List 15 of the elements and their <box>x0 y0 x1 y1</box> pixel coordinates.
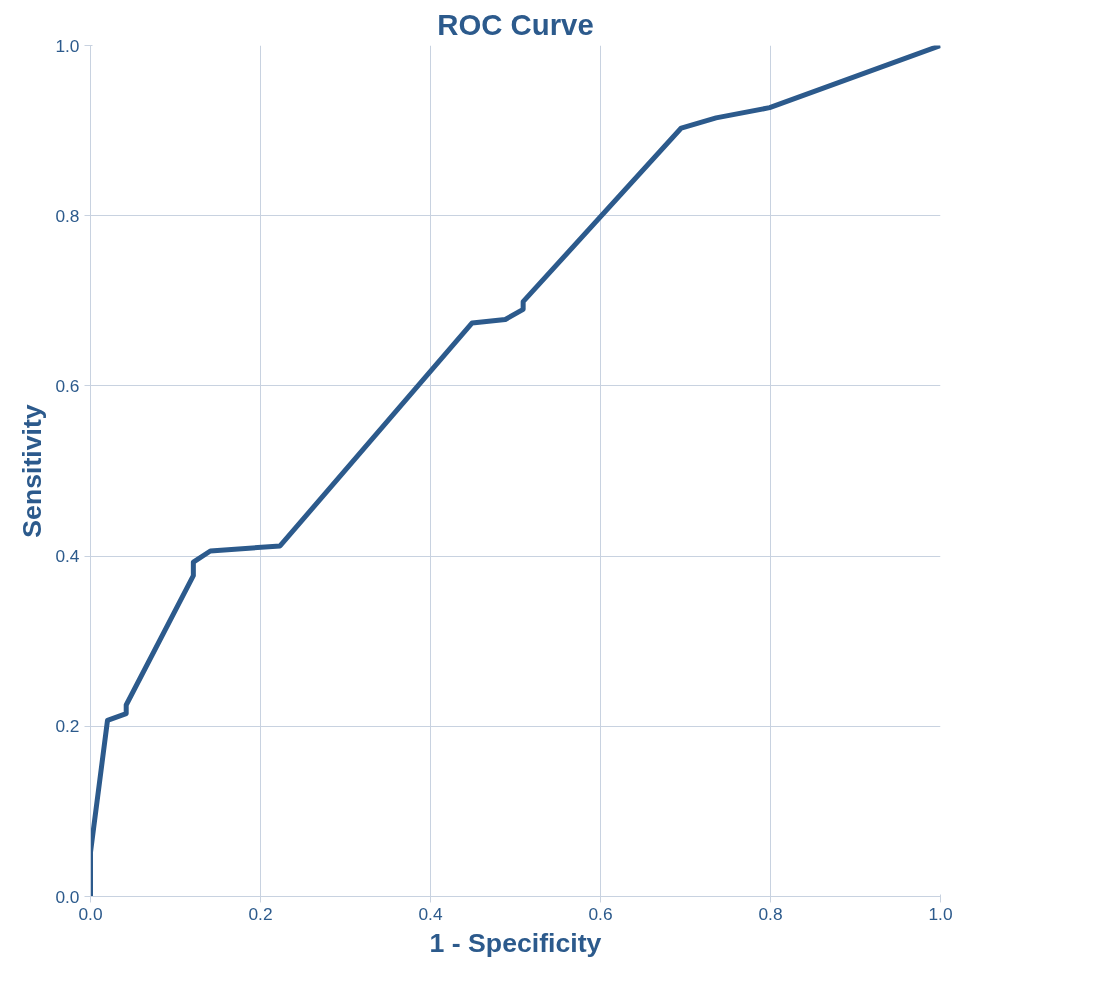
x-tick-label: 0.8 <box>758 903 783 924</box>
y-tick-label: 0.8 <box>55 205 80 226</box>
y-tick-label: 0.0 <box>55 886 80 907</box>
chart-title: ROC Curve <box>437 7 594 41</box>
y-tick-label: 1.0 <box>55 35 80 56</box>
y-tick-label: 0.6 <box>55 375 80 396</box>
x-tick-label: 0.2 <box>248 903 273 924</box>
y-tick-label: 0.4 <box>55 546 80 567</box>
x-tick-label: 0.6 <box>588 903 613 924</box>
x-axis-title: 1 - Specificity <box>429 927 602 958</box>
y-tick-label: 0.2 <box>55 716 80 737</box>
x-tick-label: 0.0 <box>78 903 103 924</box>
y-axis-title: Sensitivity <box>17 404 48 538</box>
x-tick-label: 1.0 <box>928 903 953 924</box>
x-tick-label: 0.4 <box>418 903 443 924</box>
